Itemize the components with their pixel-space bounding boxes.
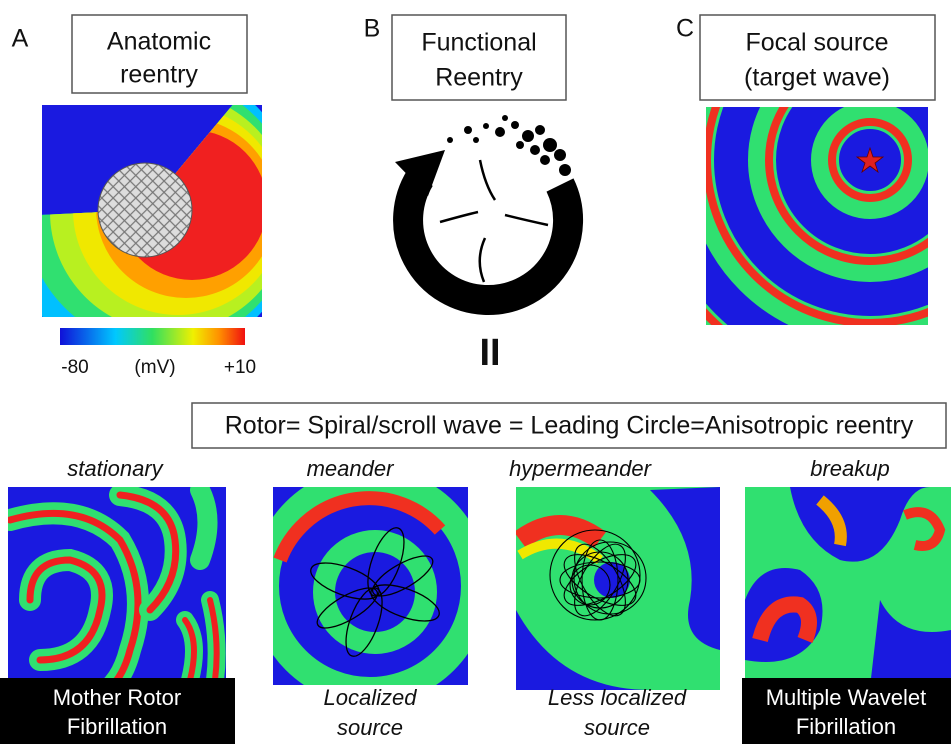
simulation-image (745, 487, 951, 687)
caption: Fibrillation (796, 714, 896, 739)
panel-letter: A (12, 25, 29, 53)
simulation-image (516, 487, 720, 690)
colorbar-unit: (mV) (134, 357, 175, 378)
caption: Multiple Wavelet (766, 685, 927, 710)
panel-title: Anatomic (107, 28, 211, 56)
panel-title: reentry (120, 61, 198, 89)
rotor-label: hypermeander (509, 456, 653, 481)
reentry-ring (395, 115, 571, 300)
rotor-label: breakup (810, 456, 890, 481)
pause-symbol: II (479, 332, 500, 374)
panel-title: Focal source (745, 29, 888, 57)
caption: Less localized (548, 685, 687, 710)
caption: source (337, 715, 403, 740)
colorbar-label: +10 (224, 357, 256, 378)
banner-text: Rotor= Spiral/scroll wave = Leading Circ… (225, 412, 914, 440)
rotor-label: meander (307, 456, 396, 481)
figure: A Anatomic reentry -80 (mV) +10 B Functi… (0, 0, 951, 744)
panel-letter: B (364, 15, 381, 43)
simulation-image (8, 487, 226, 700)
caption: source (584, 715, 650, 740)
panel-title: Reentry (435, 64, 523, 92)
rotor-label: stationary (67, 456, 164, 481)
panel-letter: C (676, 15, 694, 43)
simulation-image (265, 481, 475, 691)
simulation-image (0, 62, 300, 362)
caption: Mother Rotor (53, 685, 181, 710)
colorbar (60, 328, 245, 345)
colorbar-label: -80 (61, 357, 88, 378)
caption: Localized (324, 685, 418, 710)
panel-title: Functional (421, 29, 536, 57)
caption: Fibrillation (67, 714, 167, 739)
panel-title: (target wave) (744, 64, 890, 92)
